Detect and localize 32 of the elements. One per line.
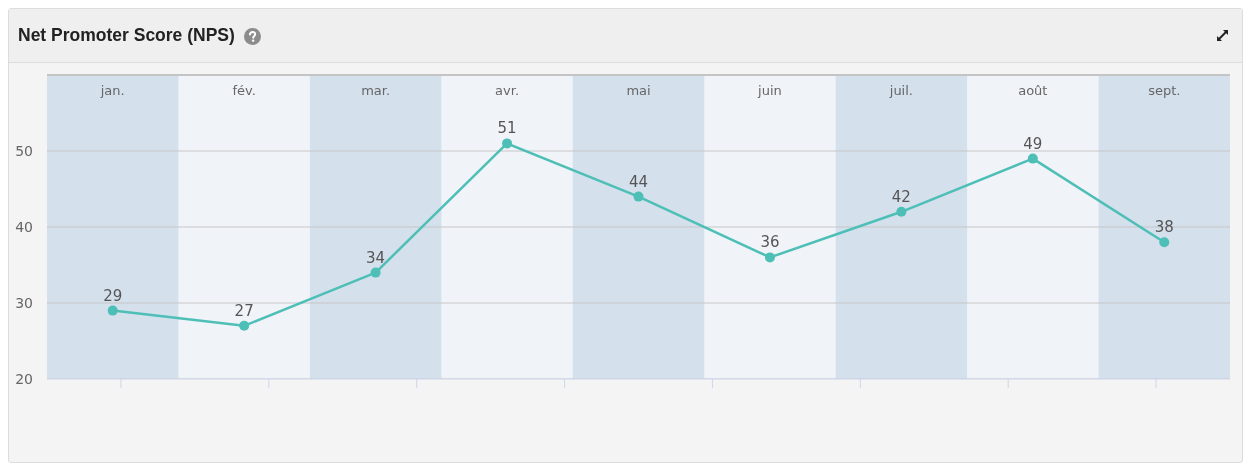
x-tick-label: jan.	[99, 83, 125, 98]
point	[107, 305, 118, 316]
point	[896, 206, 907, 217]
y-tick-label: 20	[15, 370, 33, 387]
data-label: 27	[234, 301, 254, 320]
data-label: 34	[366, 248, 386, 267]
data-label: 49	[1023, 134, 1043, 153]
data-label: 38	[1154, 218, 1174, 237]
x-tick-label: juil.	[888, 83, 913, 98]
x-tick-label: août	[1018, 83, 1048, 98]
data-label: 44	[628, 172, 649, 191]
point	[764, 252, 775, 263]
x-tick-label: fév.	[232, 83, 256, 98]
y-tick-label: 50	[15, 142, 33, 159]
point	[370, 267, 381, 278]
point	[239, 320, 250, 331]
point	[1159, 237, 1170, 248]
x-tick-label: juin	[757, 83, 782, 98]
data-label: 51	[497, 119, 517, 138]
y-tick-label: 30	[15, 294, 33, 311]
chart-title: Net Promoter Score (NPS)	[18, 25, 235, 45]
data-label: 29	[103, 286, 123, 305]
x-tick-label: sept.	[1148, 83, 1181, 98]
x-tick-label: mar.	[361, 83, 391, 98]
y-tick-label: 40	[15, 218, 33, 235]
data-label: 36	[760, 233, 780, 252]
point	[502, 138, 513, 149]
x-tick-label: mai	[626, 83, 651, 98]
x-tick-label: avr.	[495, 83, 520, 98]
point	[1027, 153, 1038, 164]
data-label: 42	[891, 187, 911, 206]
point	[633, 191, 644, 202]
